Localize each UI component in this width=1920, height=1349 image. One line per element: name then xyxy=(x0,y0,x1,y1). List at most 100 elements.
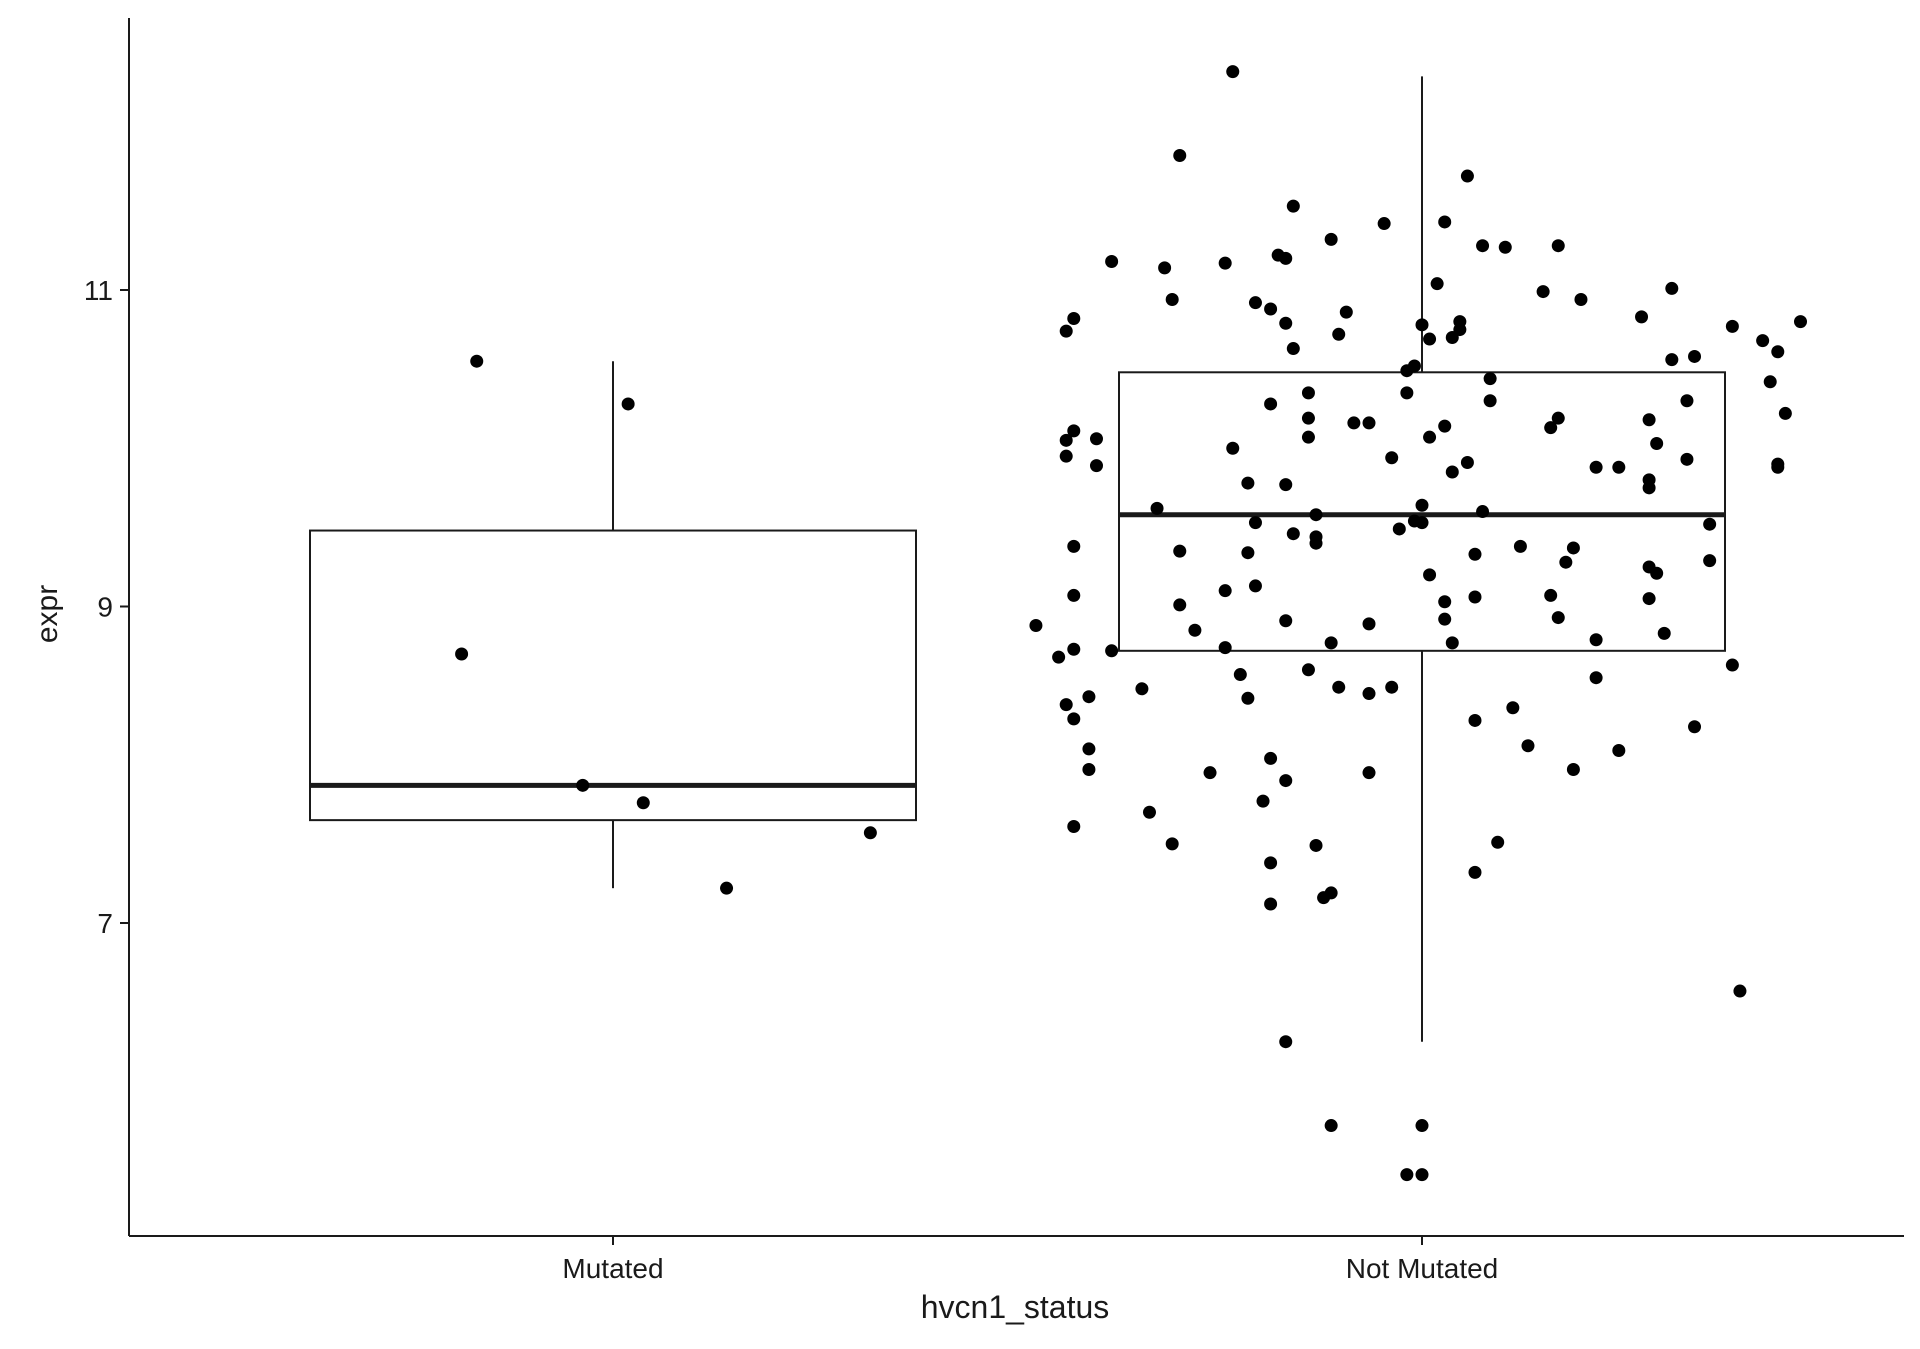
x-axis-title: hvcn1_status xyxy=(921,1289,1110,1325)
data-point xyxy=(1241,476,1255,490)
data-point xyxy=(1438,612,1452,626)
x-tick-label: Mutated xyxy=(562,1253,663,1284)
data-point xyxy=(1574,292,1588,306)
data-point xyxy=(1460,455,1474,469)
data-point xyxy=(1347,416,1361,430)
data-point xyxy=(1271,248,1285,262)
data-point xyxy=(1468,713,1482,727)
data-point xyxy=(1513,539,1527,553)
data-point xyxy=(1067,712,1081,726)
data-point xyxy=(1544,588,1558,602)
data-point xyxy=(1324,232,1338,246)
data-point xyxy=(1438,419,1452,433)
data-point xyxy=(1332,680,1346,694)
data-point xyxy=(1362,416,1376,430)
data-point xyxy=(1082,762,1096,776)
data-point xyxy=(1763,375,1777,389)
data-point xyxy=(1725,658,1739,672)
data-point xyxy=(1089,432,1103,446)
data-point xyxy=(1536,285,1550,299)
data-point xyxy=(1476,505,1490,519)
data-point xyxy=(1566,541,1580,555)
data-point xyxy=(1688,349,1702,363)
data-point xyxy=(1226,441,1240,455)
data-point xyxy=(636,796,650,810)
data-point xyxy=(1362,766,1376,780)
data-point xyxy=(1067,642,1081,656)
data-point xyxy=(1301,430,1315,444)
data-point xyxy=(1589,460,1603,474)
data-point xyxy=(1794,315,1807,329)
data-point xyxy=(1317,891,1331,905)
data-point xyxy=(1468,547,1482,561)
data-point xyxy=(1029,618,1043,632)
data-point xyxy=(1150,501,1164,515)
data-point xyxy=(1430,277,1444,291)
data-point xyxy=(1551,239,1565,253)
data-point xyxy=(1165,837,1179,851)
data-point xyxy=(1650,566,1664,580)
data-point xyxy=(1392,522,1406,536)
data-point xyxy=(1301,411,1315,425)
data-point xyxy=(1551,411,1565,425)
y-tick-label: 9 xyxy=(97,592,113,623)
interquartile-box xyxy=(309,529,917,822)
data-point xyxy=(1279,774,1293,788)
data-point xyxy=(1158,261,1172,275)
data-point xyxy=(1264,856,1278,870)
data-point xyxy=(1233,668,1247,682)
data-point xyxy=(1476,239,1490,253)
data-point xyxy=(1559,555,1573,569)
data-point xyxy=(1105,644,1119,658)
data-point xyxy=(1468,590,1482,604)
data-point xyxy=(470,354,484,368)
data-point xyxy=(1059,449,1073,463)
data-point xyxy=(1089,459,1103,473)
data-point xyxy=(1067,588,1081,602)
data-point xyxy=(1635,310,1649,324)
data-point xyxy=(1657,626,1671,640)
data-point xyxy=(1173,148,1187,162)
data-point xyxy=(1067,311,1081,325)
data-point xyxy=(1165,292,1179,306)
data-point xyxy=(1642,413,1656,427)
data-point xyxy=(1385,680,1399,694)
data-point xyxy=(1703,517,1717,531)
data-point xyxy=(1301,386,1315,400)
data-point xyxy=(1650,437,1664,451)
data-point xyxy=(1688,720,1702,734)
data-point xyxy=(1551,611,1565,625)
data-point xyxy=(1241,691,1255,705)
data-point xyxy=(1059,698,1073,712)
data-point xyxy=(1415,1168,1429,1182)
data-point xyxy=(1385,451,1399,465)
data-point xyxy=(1506,701,1520,715)
data-point xyxy=(1665,281,1679,295)
data-point xyxy=(1218,641,1232,655)
data-point xyxy=(1067,539,1081,553)
data-point xyxy=(1059,324,1073,338)
data-point xyxy=(720,881,734,895)
data-point xyxy=(1589,633,1603,647)
data-point xyxy=(1105,255,1119,269)
data-point xyxy=(1324,1119,1338,1133)
y-tick-label: 7 xyxy=(97,908,113,939)
data-point xyxy=(1309,508,1323,522)
data-point xyxy=(1173,598,1187,612)
data-point xyxy=(1415,1119,1429,1133)
data-point xyxy=(1264,751,1278,765)
data-point xyxy=(1733,984,1747,998)
data-point xyxy=(1309,838,1323,852)
data-point xyxy=(576,778,590,792)
data-point xyxy=(1052,650,1066,664)
y-tick-label: 11 xyxy=(84,275,113,306)
data-point xyxy=(1067,424,1081,438)
x-ticks-layer: Mutated Not Mutated xyxy=(562,1236,1498,1284)
data-point xyxy=(1059,433,1073,447)
data-point xyxy=(1082,690,1096,704)
data-point xyxy=(1332,327,1346,341)
points-layer xyxy=(455,65,1807,1182)
data-point xyxy=(1362,617,1376,631)
